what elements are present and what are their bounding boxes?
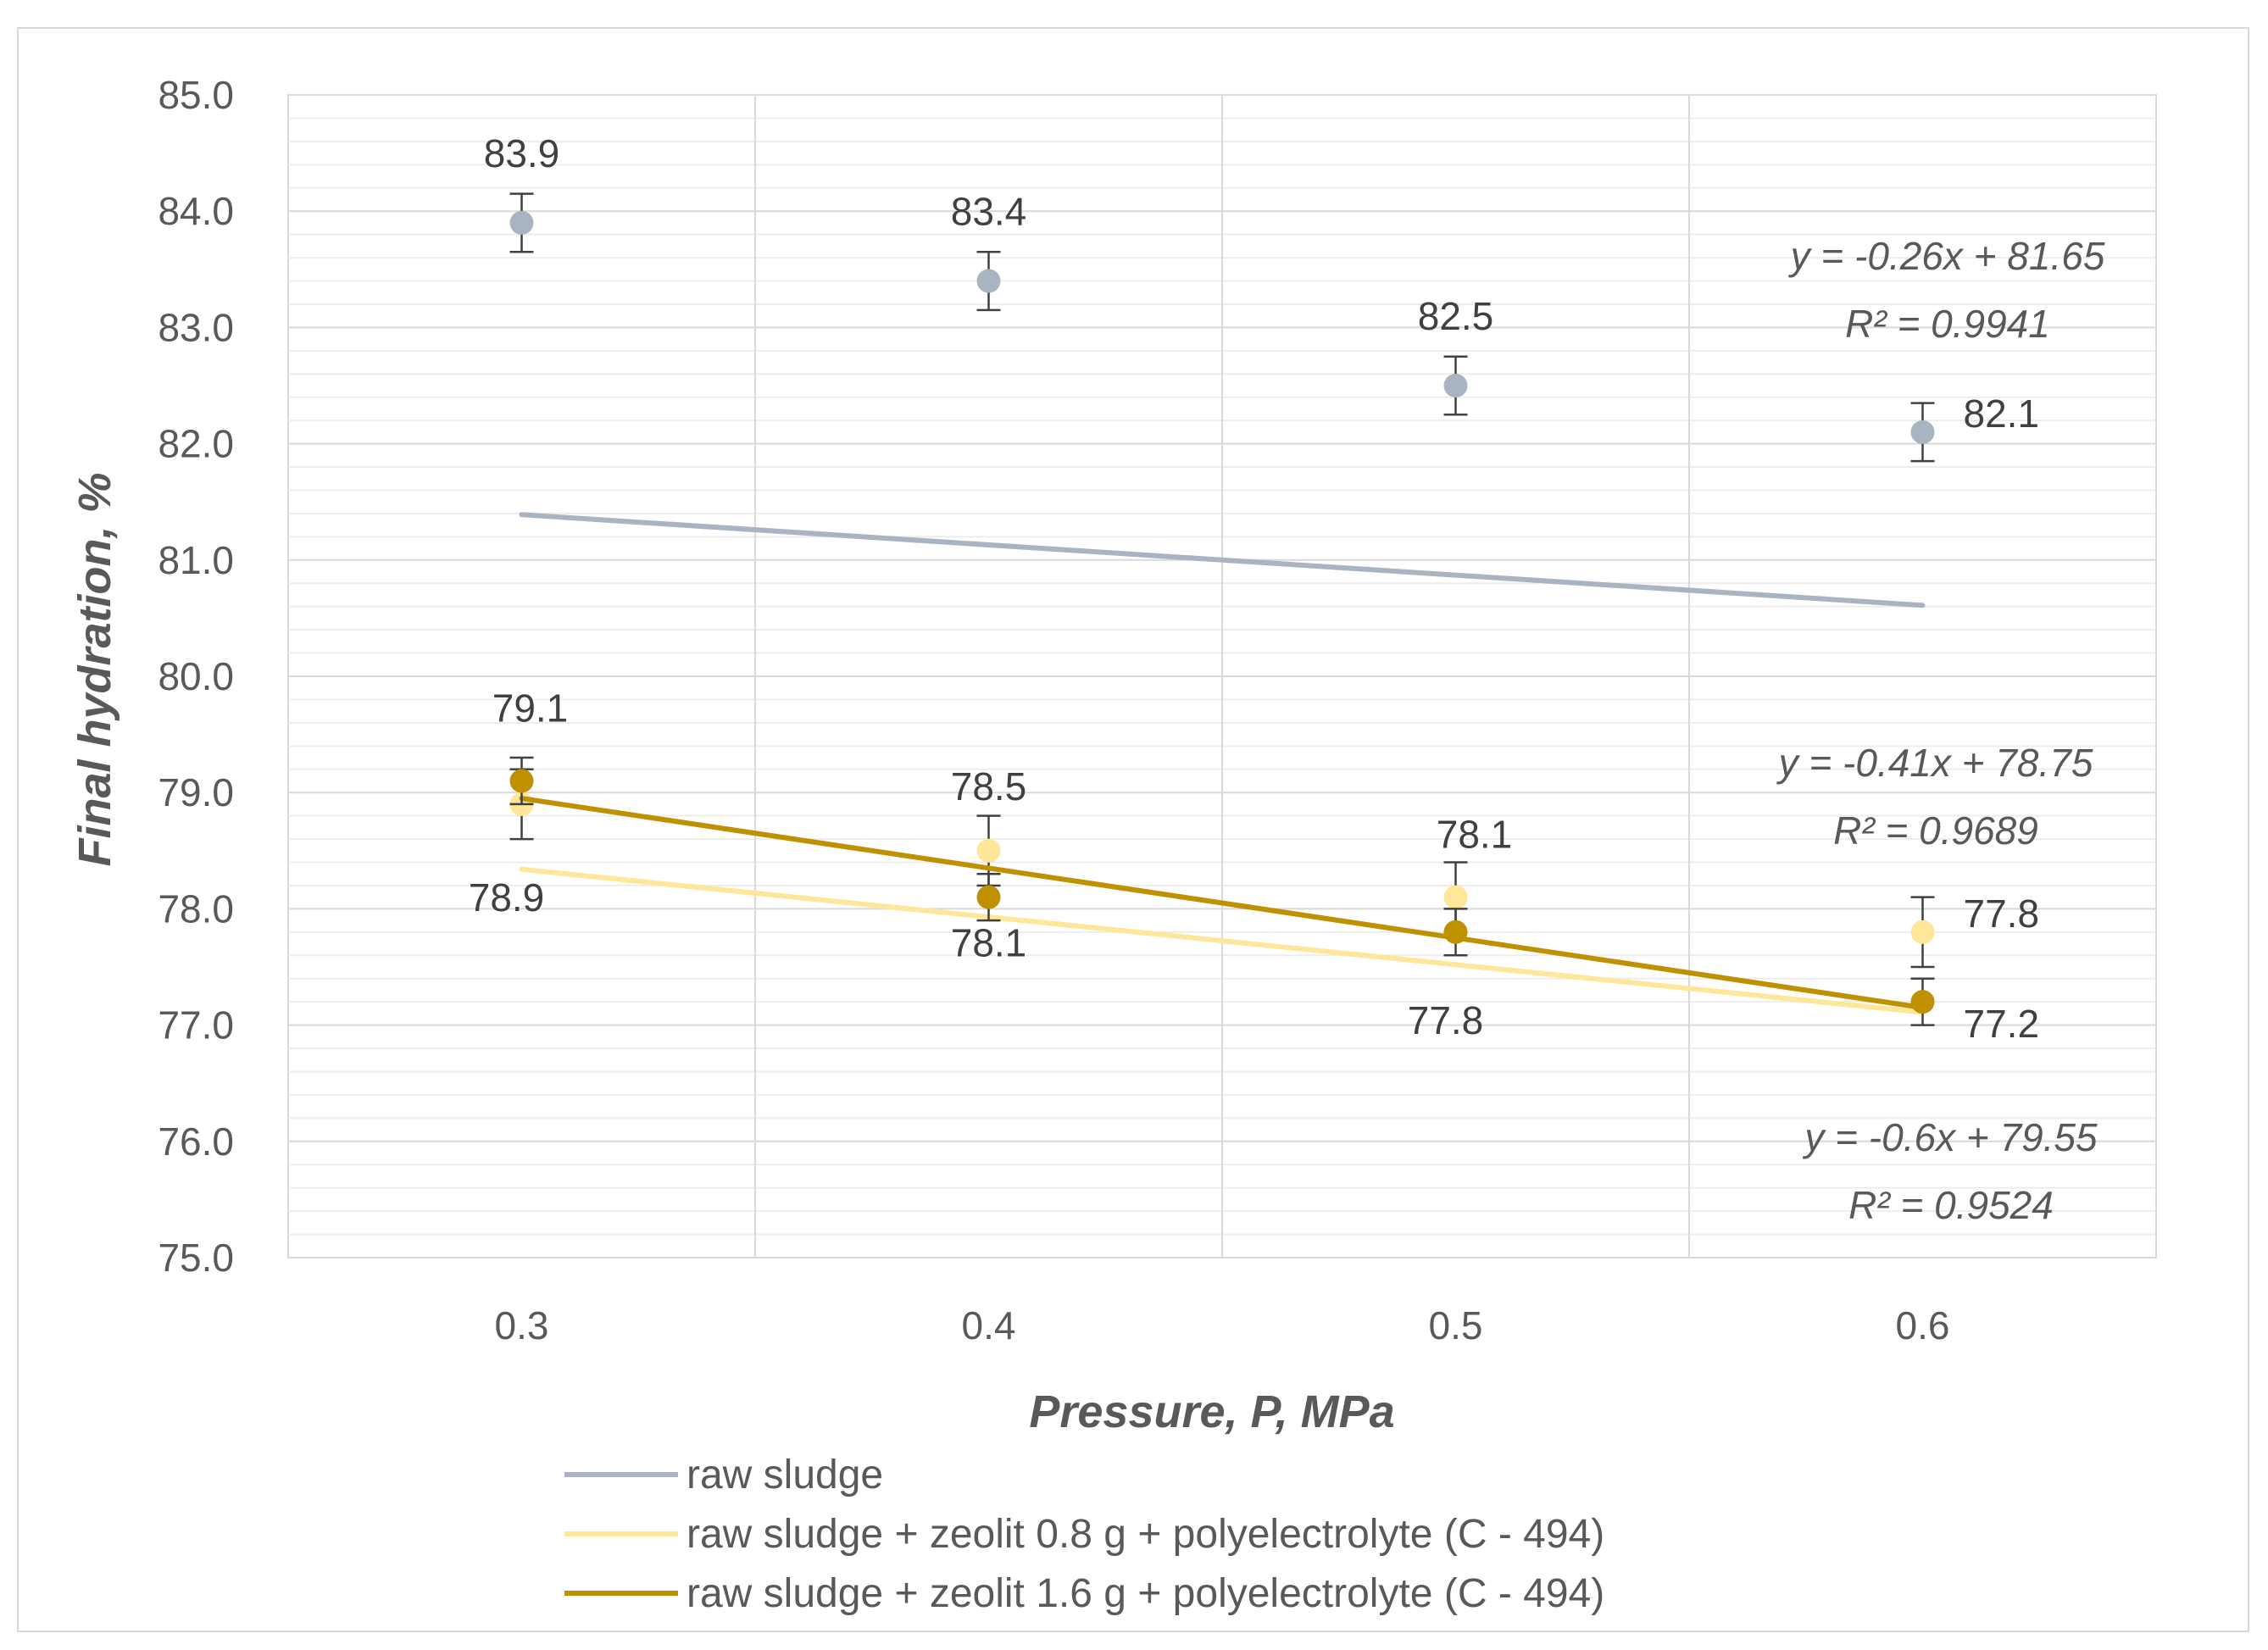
data-point (1910, 419, 1935, 444)
trendline-r-squared: R² = 0.9689 (1833, 808, 2038, 853)
data-labels-layer: 83.9 83.4 82.5 82.1 78.9 78.5 78.1 77.8 79.1 78.1… (469, 131, 2039, 1046)
data-point (509, 210, 534, 235)
x-axis-tick-labels: 0.3 0.4 0.5 0.6 (495, 1303, 1950, 1347)
trendline-equation: y = -0.6x + 79.55 (1802, 1115, 2098, 1159)
trendline-r-squared: R² = 0.9524 (1848, 1183, 2054, 1227)
legend-label: raw sludge (687, 1453, 883, 1497)
data-label: 77.8 (1408, 998, 1484, 1042)
data-label: 78.1 (1437, 813, 1513, 857)
y-tick-label: 85.0 (158, 73, 234, 117)
data-point (1910, 990, 1935, 1014)
y-tick-label: 79.0 (158, 770, 234, 814)
data-label: 82.1 (1964, 392, 2040, 436)
trendline-1 (519, 512, 1926, 608)
x-tick-label: 0.4 (962, 1303, 1016, 1347)
data-point (1443, 919, 1468, 944)
x-tick-label: 0.6 (1896, 1303, 1950, 1347)
data-label: 83.4 (951, 190, 1027, 234)
data-point (976, 885, 1001, 909)
y-tick-label: 77.0 (158, 1003, 234, 1047)
trendline-3 (519, 796, 1926, 1011)
y-tick-label: 76.0 (158, 1119, 234, 1164)
data-label: 77.2 (1964, 1002, 2040, 1046)
y-axis-tick-labels: 75.0 76.0 77.0 78.0 79.0 80.0 81.0 82.0 83.0 84.0… (158, 73, 234, 1280)
series-3 (509, 756, 1935, 1026)
legend-item-1: raw sludge (564, 1453, 883, 1497)
y-tick-label: 82.0 (158, 422, 234, 466)
grid-layer (287, 94, 2157, 1258)
data-label: 83.9 (484, 131, 560, 175)
y-tick-label: 83.0 (158, 305, 234, 349)
data-label: 79.1 (492, 686, 569, 730)
data-label: 78.1 (951, 921, 1027, 965)
series-2 (509, 768, 1935, 1015)
y-tick-label: 75.0 (158, 1236, 234, 1280)
series-layer (509, 192, 1935, 1026)
y-tick-label: 81.0 (158, 538, 234, 582)
data-point (1443, 885, 1468, 909)
y-tick-label: 84.0 (158, 189, 234, 233)
trendline-equation: y = -0.41x + 78.75 (1776, 741, 2093, 785)
data-label: 78.9 (469, 875, 545, 919)
x-tick-label: 0.3 (495, 1303, 549, 1347)
data-label: 82.5 (1418, 294, 1494, 338)
data-point (1910, 919, 1935, 944)
legend-label: raw sludge + zeolit 0.8 g + polyelectrol… (687, 1512, 1604, 1557)
trendline-equations-layer: y = -0.26x + 81.65 R² = 0.9941 y = -0.41x … (1776, 234, 2105, 1227)
series-1 (509, 192, 1935, 608)
legend-item-2: raw sludge + zeolit 0.8 g + polyelectrol… (564, 1512, 1604, 1557)
data-point (509, 769, 534, 793)
data-point (1443, 374, 1468, 397)
legend: raw sludge raw sludge + zeolit 0.8 g + po… (564, 1453, 1604, 1616)
y-tick-label: 80.0 (158, 654, 234, 698)
trendline-2 (519, 866, 1926, 1015)
chart-frame (17, 27, 2249, 1632)
legend-label: raw sludge + zeolit 1.6 g + polyelectrol… (687, 1571, 1604, 1616)
y-tick-label: 78.0 (158, 886, 234, 931)
x-axis-title: Pressure, P, MPa (1029, 1386, 1394, 1437)
legend-item-3: raw sludge + zeolit 1.6 g + polyelectrol… (564, 1571, 1604, 1616)
x-tick-label: 0.5 (1429, 1303, 1483, 1347)
data-point (976, 269, 1001, 293)
trendline-equation: y = -0.26x + 81.65 (1788, 234, 2105, 278)
data-point (976, 838, 1001, 863)
trendline-r-squared: R² = 0.9941 (1845, 302, 2050, 346)
data-label: 77.8 (1964, 892, 2040, 936)
y-axis-title: Final hydration, % (69, 472, 120, 866)
data-label: 78.5 (951, 764, 1027, 808)
